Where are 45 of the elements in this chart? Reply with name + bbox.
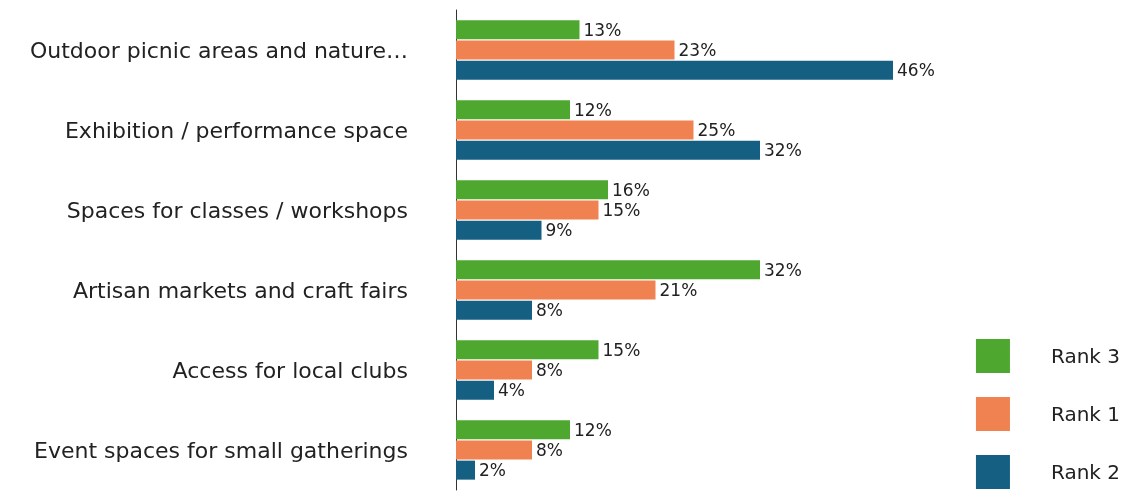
bar [456, 100, 570, 120]
bar [456, 300, 532, 320]
data-label: 8% [536, 300, 563, 321]
data-label: 32% [764, 259, 802, 280]
bar [456, 260, 760, 280]
bar [456, 200, 599, 220]
y-tick-label: Outdoor picnic areas and nature… [29, 37, 408, 63]
data-label: 21% [659, 280, 698, 300]
data-label: 4% [498, 380, 525, 401]
bar [456, 380, 494, 400]
bar [456, 220, 542, 240]
bar [456, 20, 580, 40]
bar [456, 140, 760, 160]
bar [456, 440, 532, 460]
legend-label: Rank 3 [1050, 344, 1121, 368]
data-label: 9% [545, 220, 573, 241]
legend-label: Rank 2 [1050, 460, 1121, 484]
y-tick-label: Artisan markets and craft fairs [72, 277, 408, 303]
data-label: 12% [574, 99, 612, 120]
data-label: 8% [536, 360, 563, 380]
data-label: 15% [602, 339, 641, 360]
bar [456, 360, 532, 380]
y-tick-label: Access for local clubs [172, 357, 408, 383]
bar [456, 280, 656, 300]
bar [456, 420, 570, 440]
bar [456, 340, 599, 360]
data-label: 16% [612, 179, 650, 200]
bar [456, 460, 475, 480]
data-label: 8% [536, 440, 563, 460]
y-tick-label: Event spaces for small gatherings [34, 437, 408, 463]
data-label: 15% [602, 200, 641, 220]
bar [456, 60, 893, 80]
bar [456, 120, 694, 140]
y-tick-label: Spaces for classes / workshops [66, 197, 408, 223]
data-label: 32% [764, 140, 802, 161]
y-tick-label: Exhibition / performance space [64, 117, 408, 143]
bar [456, 180, 608, 200]
data-label: 46% [897, 60, 935, 81]
data-label: 25% [697, 120, 736, 140]
bar [456, 40, 675, 60]
data-label: 23% [678, 40, 717, 60]
data-label: 13% [583, 19, 622, 40]
data-label: 12% [574, 419, 612, 440]
legend-label: Rank 1 [1050, 402, 1121, 426]
data-label: 2% [479, 460, 506, 481]
